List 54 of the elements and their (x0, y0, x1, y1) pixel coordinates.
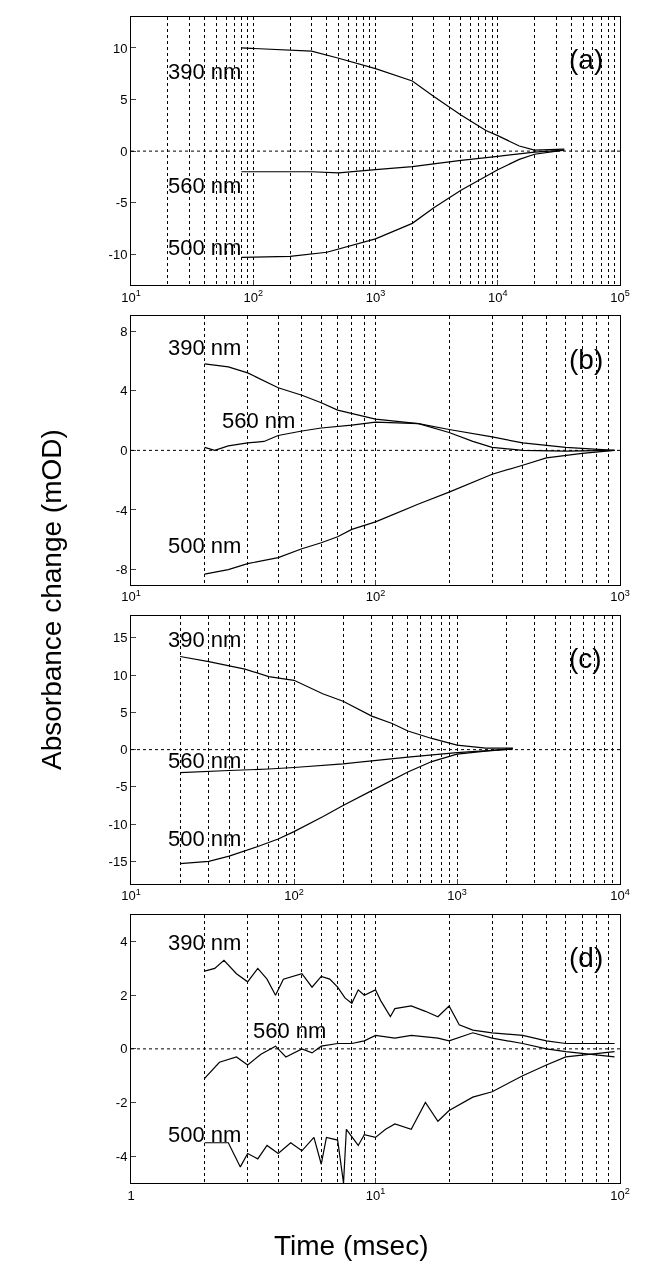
x-tick-label: 10$^{5}$ (610, 288, 630, 305)
annotation: (b) (569, 344, 604, 375)
x-axis-title: Time (msec) (274, 1230, 429, 1261)
y-tick-label: 0 (120, 1041, 128, 1057)
annotation: (c) (569, 643, 602, 674)
series-label: 500 nm (168, 533, 242, 558)
series-label: 500 nm (168, 1122, 242, 1147)
x-tick-label: 10$^{4}$ (610, 886, 630, 904)
y-tick-label: -10 (108, 816, 128, 832)
x-tick-label: 10$^{1}$ (121, 886, 141, 904)
x-tick-label: 10$^{3}$ (447, 886, 467, 904)
series-label: 500 nm (168, 235, 242, 260)
series-label: 390 nm (168, 59, 242, 84)
y-tick-label: 10 (112, 667, 128, 683)
y-tick-label: 0 (120, 742, 128, 758)
y-tick-label: 10 (112, 40, 128, 56)
x-tick-label: 1 (127, 1187, 135, 1203)
x-tick-label: 10$^{2}$ (610, 1186, 630, 1203)
x-tick-label: 10$^{2}$ (365, 587, 386, 605)
y-tick-label: 4 (120, 383, 128, 399)
x-tick-label: 10$^{3}$ (365, 288, 386, 305)
y-tick-label: -15 (108, 853, 128, 869)
x-tick-label: 10$^{1}$ (365, 1186, 386, 1203)
series-label: 560 nm (222, 408, 296, 433)
y-tick-label: 4 (120, 934, 128, 950)
y-tick-label: -5 (115, 195, 128, 211)
annotation: (d) (569, 942, 604, 973)
y-tick-label: 8 (120, 323, 128, 339)
series-label: 390 nm (168, 627, 242, 652)
series-label: 500 nm (168, 826, 242, 851)
series-label: 560 nm (168, 748, 242, 773)
y-tick-label: -4 (115, 502, 128, 518)
series-label: 560 nm (253, 1018, 327, 1043)
series-label: 390 nm (168, 930, 242, 955)
y-tick-label: -10 (108, 246, 128, 262)
series-label: 560 nm (168, 173, 242, 198)
y-axis-title: Absorbance change (mOD) (36, 429, 67, 770)
y-tick-label: -4 (115, 1148, 128, 1164)
x-tick-label: 10$^{2}$ (284, 886, 304, 904)
y-tick-label: 0 (120, 143, 128, 159)
series-label: 390 nm (168, 335, 242, 360)
x-tick-label: 10$^{1}$ (121, 587, 141, 605)
x-tick-label: 10$^{1}$ (121, 288, 141, 305)
y-tick-label: 0 (120, 442, 128, 458)
y-tick-label: 5 (120, 704, 128, 720)
y-tick-label: 5 (120, 92, 128, 108)
x-tick-label: 10$^{4}$ (487, 288, 508, 305)
y-tick-label: -5 (115, 779, 128, 795)
y-tick-label: -2 (115, 1095, 128, 1111)
y-tick-label: -8 (115, 562, 128, 578)
x-tick-label: 10$^{2}$ (243, 288, 264, 305)
y-tick-label: 2 (120, 987, 128, 1003)
y-tick-label: 15 (112, 630, 128, 646)
x-tick-label: 10$^{3}$ (610, 587, 630, 605)
